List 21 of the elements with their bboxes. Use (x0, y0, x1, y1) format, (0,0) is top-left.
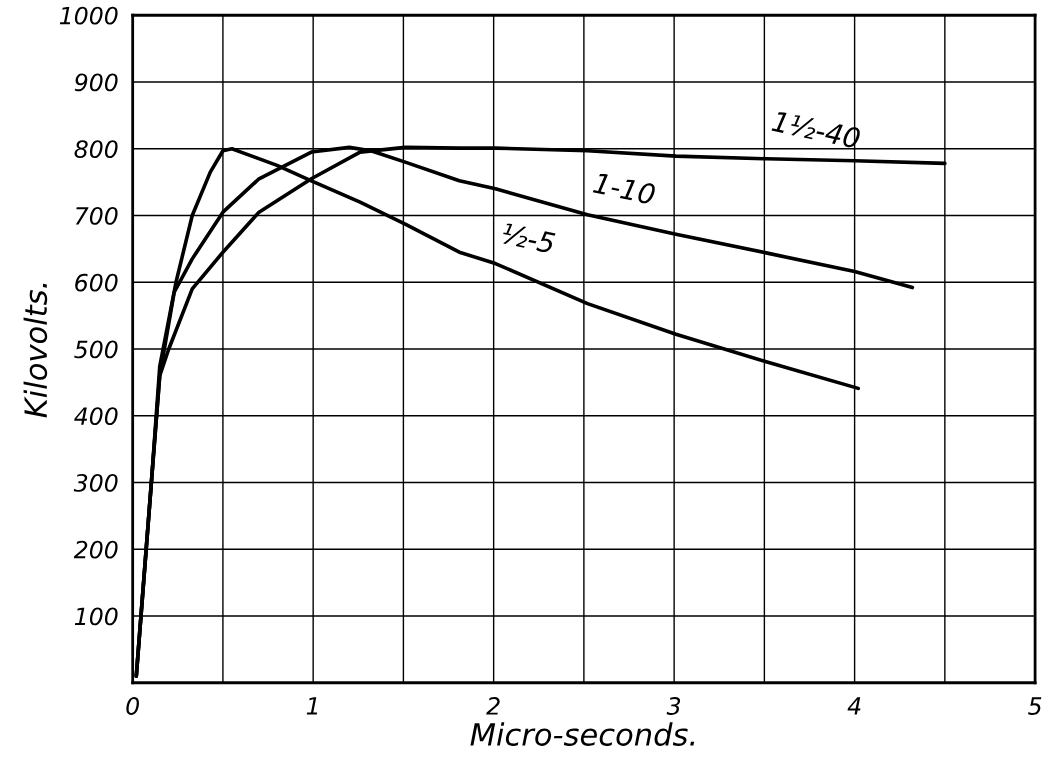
y-tick-label: 900 (74, 73, 118, 92)
y-tick-label: 600 (75, 273, 118, 292)
y-tick-label: 700 (75, 206, 118, 225)
x-tick-label: 4 (847, 697, 861, 715)
y-tick-label: 100 (74, 607, 118, 626)
y-tick-label: 800 (74, 140, 118, 159)
y-tick-label: 200 (73, 540, 118, 559)
y-tick-label: 300 (73, 473, 118, 492)
x-tick-label: 1 (306, 697, 318, 715)
text: 1-10 (592, 172, 657, 206)
x-axis-title: Micro-seconds. (470, 722, 695, 746)
y-tick-label: 1000 (59, 6, 118, 25)
y-tick-label: 400 (74, 407, 118, 426)
x-tick-label: 3 (666, 697, 681, 715)
x-tick-label: 2 (486, 697, 500, 715)
text: 1½-40 (771, 110, 862, 150)
y-tick-label: 500 (74, 340, 118, 359)
text: ½-5 (501, 222, 556, 254)
y-axis-title: Kilovolts. (23, 283, 48, 418)
x-tick-label: 0 (126, 697, 139, 715)
x-tick-label: 5 (1028, 697, 1042, 715)
